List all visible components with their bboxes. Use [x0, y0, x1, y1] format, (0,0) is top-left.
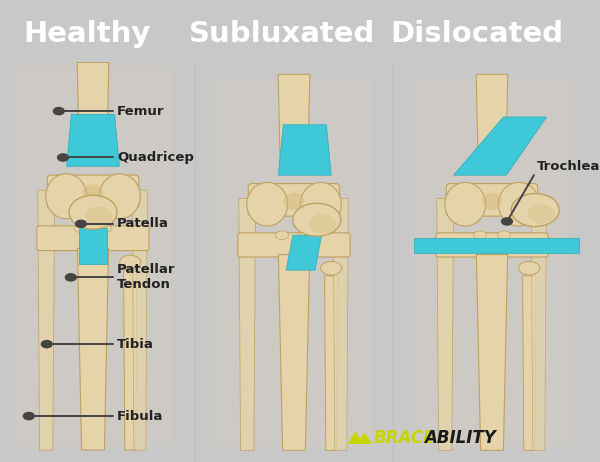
FancyBboxPatch shape: [436, 233, 548, 257]
Text: Subluxated: Subluxated: [189, 20, 375, 49]
Text: Femur: Femur: [117, 104, 164, 118]
Text: Tibia: Tibia: [117, 338, 154, 351]
Ellipse shape: [499, 182, 539, 226]
Polygon shape: [239, 198, 256, 450]
Ellipse shape: [527, 204, 554, 224]
Ellipse shape: [511, 194, 559, 226]
Ellipse shape: [299, 231, 313, 239]
Ellipse shape: [284, 193, 304, 210]
Ellipse shape: [83, 184, 103, 202]
Polygon shape: [278, 255, 310, 450]
FancyBboxPatch shape: [37, 226, 149, 250]
Circle shape: [58, 154, 68, 161]
Polygon shape: [325, 276, 338, 450]
Polygon shape: [348, 431, 372, 444]
Ellipse shape: [321, 261, 342, 275]
Polygon shape: [278, 74, 310, 171]
Ellipse shape: [293, 203, 341, 236]
FancyBboxPatch shape: [216, 78, 372, 447]
Text: Patella: Patella: [117, 217, 169, 231]
Ellipse shape: [473, 231, 487, 239]
Polygon shape: [67, 114, 119, 166]
Ellipse shape: [445, 182, 485, 226]
Ellipse shape: [74, 224, 88, 232]
FancyBboxPatch shape: [414, 78, 570, 447]
Ellipse shape: [46, 174, 86, 219]
Polygon shape: [523, 276, 536, 450]
Polygon shape: [437, 198, 454, 450]
Polygon shape: [476, 74, 508, 171]
FancyBboxPatch shape: [47, 175, 139, 208]
Ellipse shape: [119, 255, 140, 269]
Text: Patellar
Tendon: Patellar Tendon: [117, 263, 176, 292]
Polygon shape: [278, 125, 331, 175]
Polygon shape: [77, 62, 109, 162]
Text: Trochlea: Trochlea: [537, 160, 600, 173]
Ellipse shape: [247, 182, 287, 226]
Text: Quadricep: Quadricep: [117, 151, 194, 164]
Polygon shape: [334, 198, 348, 450]
Polygon shape: [532, 198, 546, 450]
Text: BRACE: BRACE: [373, 429, 434, 447]
Polygon shape: [124, 270, 137, 450]
Ellipse shape: [497, 231, 511, 239]
Ellipse shape: [100, 174, 140, 219]
Circle shape: [76, 220, 86, 227]
FancyBboxPatch shape: [248, 183, 340, 216]
Circle shape: [502, 218, 512, 225]
Ellipse shape: [518, 261, 540, 275]
Polygon shape: [77, 248, 109, 450]
Polygon shape: [286, 235, 322, 270]
Polygon shape: [79, 228, 107, 264]
Ellipse shape: [69, 195, 117, 229]
FancyBboxPatch shape: [15, 67, 171, 446]
Circle shape: [23, 413, 34, 419]
Circle shape: [65, 274, 76, 281]
Ellipse shape: [98, 224, 112, 232]
Text: Fibula: Fibula: [117, 409, 163, 423]
Ellipse shape: [301, 182, 341, 226]
Circle shape: [53, 108, 64, 115]
Ellipse shape: [482, 193, 502, 210]
Ellipse shape: [310, 214, 337, 233]
Polygon shape: [414, 238, 579, 253]
Polygon shape: [476, 255, 508, 450]
Circle shape: [41, 340, 52, 348]
Text: ABILITY: ABILITY: [424, 429, 496, 447]
Ellipse shape: [275, 231, 289, 239]
FancyBboxPatch shape: [446, 183, 538, 216]
Ellipse shape: [86, 206, 113, 226]
Text: Dislocated: Dislocated: [391, 20, 563, 49]
Polygon shape: [132, 190, 148, 450]
Polygon shape: [454, 117, 547, 175]
Polygon shape: [38, 190, 55, 450]
Text: Healthy: Healthy: [23, 20, 151, 49]
FancyBboxPatch shape: [238, 233, 350, 257]
